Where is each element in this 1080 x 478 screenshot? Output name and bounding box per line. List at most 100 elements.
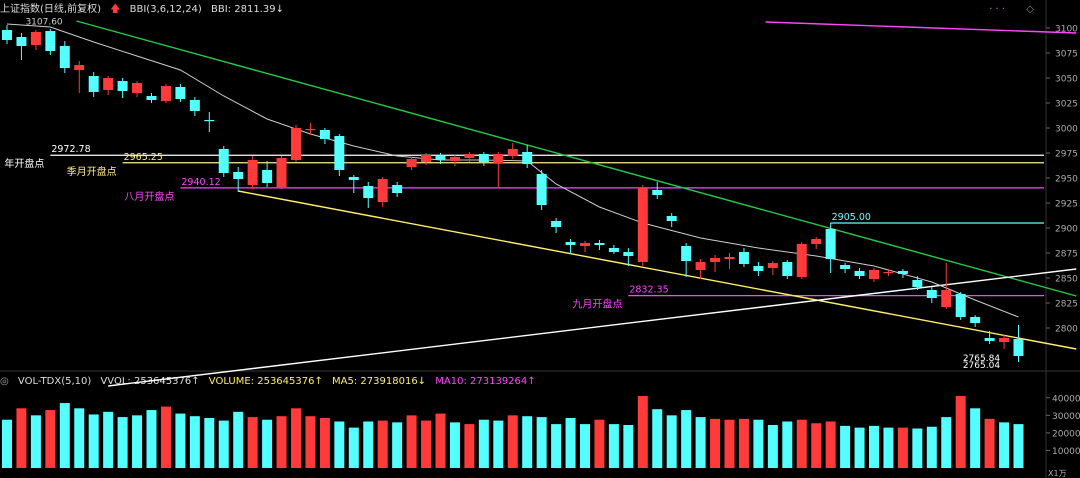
level-name-label: 年开盘点 xyxy=(4,157,44,170)
volume-bar xyxy=(218,420,229,468)
candle-body xyxy=(247,160,258,185)
candle-body xyxy=(204,120,215,122)
candle-body xyxy=(580,243,590,246)
volume-tick-label: 40000 xyxy=(1052,394,1080,404)
candle-body xyxy=(782,262,793,276)
trendline-yellow xyxy=(238,190,1077,350)
candle-body xyxy=(478,154,489,162)
candle-body xyxy=(883,272,894,274)
volume-bar xyxy=(88,414,99,468)
volume-bar xyxy=(955,396,966,468)
candle-body xyxy=(103,78,114,90)
price-tick-label: 3050 xyxy=(1055,75,1078,85)
volume-bar xyxy=(738,418,749,468)
volume-bar xyxy=(363,421,374,468)
candle-body xyxy=(897,271,908,274)
volume-bar xyxy=(59,403,70,468)
level-value-label: 2972.78 xyxy=(51,144,90,155)
candle-body xyxy=(291,128,301,160)
candle-body xyxy=(869,270,879,279)
volume-bar xyxy=(74,408,85,468)
candle-body xyxy=(233,172,244,179)
candle-body xyxy=(319,130,330,139)
volume-bar xyxy=(897,427,908,468)
volume-bar xyxy=(2,419,12,468)
up-arrow-icon: 🡅 xyxy=(110,4,121,15)
volume-bar xyxy=(522,416,533,468)
candle-body xyxy=(146,96,157,100)
volume-bar xyxy=(796,419,807,468)
volume-bar xyxy=(160,406,171,468)
volume-bar xyxy=(999,422,1010,468)
candle-body xyxy=(392,185,403,193)
volume-bar xyxy=(536,417,547,468)
volume-bar xyxy=(840,425,851,468)
volume-bar xyxy=(753,419,764,468)
volume-bar xyxy=(406,415,417,468)
candle-body xyxy=(377,179,388,202)
candle-body xyxy=(926,290,937,298)
candle-body xyxy=(999,338,1010,342)
volume-bar xyxy=(724,419,735,468)
volume-bar xyxy=(869,425,879,468)
price-tick-label: 2850 xyxy=(1055,275,1078,285)
level-value-label: 2832.35 xyxy=(629,285,668,296)
candle-body xyxy=(522,152,533,164)
price-tick-label: 3100 xyxy=(1055,25,1078,35)
volume-bar xyxy=(710,418,721,468)
price-tick-label: 2975 xyxy=(1055,150,1078,160)
candle-body xyxy=(507,149,518,156)
volume-bar xyxy=(319,417,330,468)
level-value-label: 2940.12 xyxy=(181,177,220,188)
trendline-magenta xyxy=(765,21,1077,34)
candle-body xyxy=(276,158,287,187)
volume-bar xyxy=(305,416,316,468)
candle-body xyxy=(767,263,778,268)
candle-body xyxy=(652,190,663,195)
candle-body xyxy=(695,262,706,270)
volume-bar xyxy=(637,396,648,468)
candle-body xyxy=(854,271,865,276)
volume-bar xyxy=(348,427,359,468)
candle-body xyxy=(189,100,200,111)
candle-body xyxy=(594,243,605,245)
candle-body xyxy=(565,242,576,245)
toolbar-icons: · · · ◇ xyxy=(989,4,1034,15)
candle-body xyxy=(175,87,186,99)
volume-bar xyxy=(233,411,244,468)
price-tick-label: 2875 xyxy=(1055,250,1078,260)
candle-body xyxy=(132,83,143,93)
candle-body xyxy=(623,252,634,256)
volume-bar xyxy=(883,427,894,468)
candle-body xyxy=(348,177,359,180)
candle-body xyxy=(74,65,85,70)
candle-body xyxy=(2,30,12,40)
price-tick-label: 2925 xyxy=(1055,200,1078,210)
volume-bar xyxy=(926,426,937,468)
bbi-line xyxy=(6,23,1019,318)
candle-body xyxy=(681,246,692,261)
level-name-label: 九月开盘点 xyxy=(572,298,622,311)
trendline-white xyxy=(108,268,1077,387)
volume-bar xyxy=(912,428,923,468)
price-annotation: 2765.04 xyxy=(963,361,1000,371)
volume-bar xyxy=(247,417,258,468)
level-value-label: 2905.00 xyxy=(832,212,871,223)
volume-bar xyxy=(449,422,460,468)
volume-bar xyxy=(334,421,345,468)
volume-bar xyxy=(30,415,41,468)
volume-bar xyxy=(811,423,822,468)
bbi-value: BBI: 2811.39↓ xyxy=(211,4,284,15)
candle-body xyxy=(912,280,923,287)
volume-tick-label: 20000 xyxy=(1052,429,1080,439)
candle-body xyxy=(45,31,56,51)
volume-bar xyxy=(984,418,995,468)
settings-icon[interactable]: ◇ xyxy=(1026,4,1034,15)
candle-body xyxy=(840,265,851,269)
volume-bar xyxy=(507,415,518,468)
volume-bar xyxy=(45,410,56,468)
dots-icon[interactable]: · · · xyxy=(989,4,1006,15)
volume-toggle-icon[interactable]: ◎ xyxy=(0,376,9,387)
candle-body xyxy=(262,170,273,183)
